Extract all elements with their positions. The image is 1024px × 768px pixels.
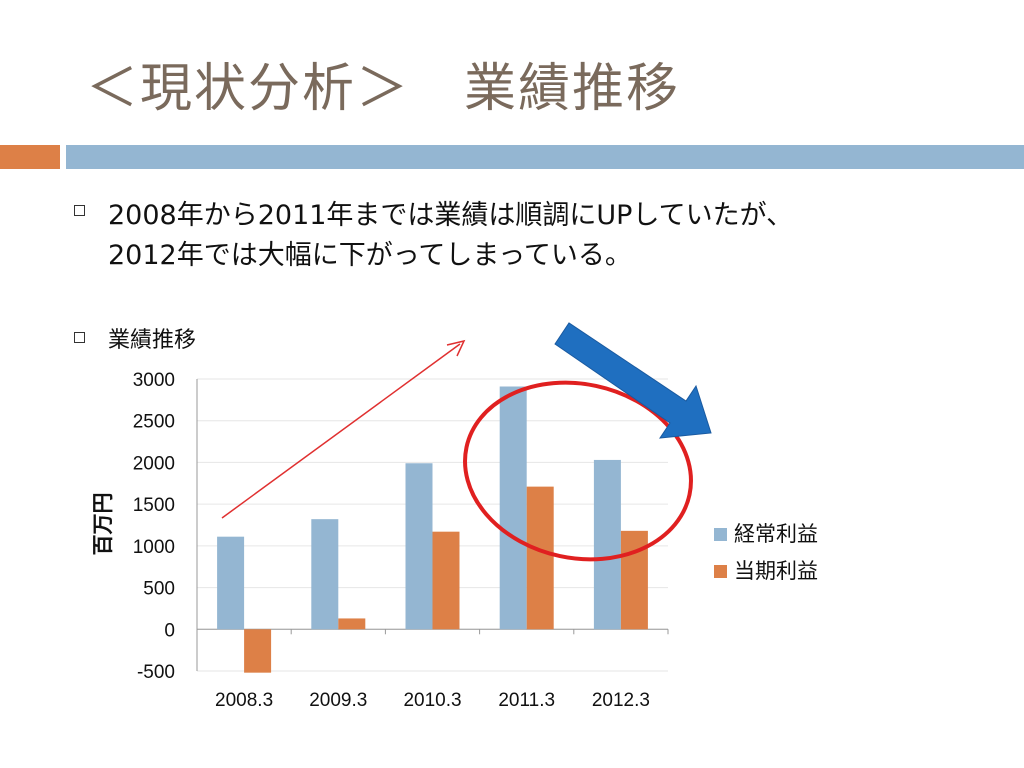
legend-swatch-2	[714, 565, 727, 578]
bar-series2-2008.3	[244, 629, 272, 673]
y-tick-label: 2000	[133, 453, 175, 474]
bullet-marker-2	[74, 332, 85, 343]
legend-swatch-1	[714, 528, 727, 541]
legend-label-2: 当期利益	[734, 560, 818, 583]
bar-series1-2010.3	[405, 463, 433, 630]
y-tick-label: 3000	[133, 370, 175, 391]
x-tick-label: 2011.3	[498, 690, 555, 711]
y-tick-label: -500	[137, 662, 175, 683]
x-tick-label: 2008.3	[215, 690, 273, 711]
y-axis-label: 百万円	[92, 493, 115, 556]
bar-series1-2012.3	[593, 459, 621, 630]
bar-series2-2012.3	[620, 530, 648, 630]
decline-arrow-icon	[554, 322, 712, 439]
bar-series2-2009.3	[338, 618, 366, 630]
y-tick-label: 500	[143, 579, 175, 600]
y-tick-label: 0	[164, 620, 175, 641]
trend-arrow-line	[221, 343, 461, 519]
x-tick-label: 2012.3	[592, 690, 650, 711]
x-tick-label: 2009.3	[309, 690, 367, 711]
trend-arrow-head	[446, 339, 466, 357]
y-tick-label: 1500	[133, 495, 175, 516]
bullet-text-line-2: 2012年では大幅に下がってしまっている。	[108, 240, 632, 271]
bullet-marker-1	[74, 205, 85, 216]
bullet-text-line-1: 2008年から2011年までは業績は順調にUPしていたが、	[108, 200, 794, 231]
bullet-text-chart-heading: 業績推移	[108, 328, 197, 353]
header-accent-blue	[66, 145, 1024, 169]
slide-title: ＜現状分析＞ 業績推移	[86, 59, 681, 119]
header-accent-orange	[0, 145, 60, 169]
bar-series2-2011.3	[526, 486, 554, 630]
y-tick-label: 1000	[133, 537, 175, 558]
highlight-ellipse	[463, 380, 693, 562]
legend-label-1: 経常利益	[734, 523, 818, 546]
bar-series2-2010.3	[432, 531, 460, 630]
x-tick-label: 2010.3	[403, 690, 461, 711]
bar-series1-2008.3	[217, 536, 245, 630]
y-tick-label: 2500	[133, 412, 175, 433]
bar-series1-2009.3	[311, 519, 339, 630]
bar-series1-2011.3	[499, 386, 527, 630]
